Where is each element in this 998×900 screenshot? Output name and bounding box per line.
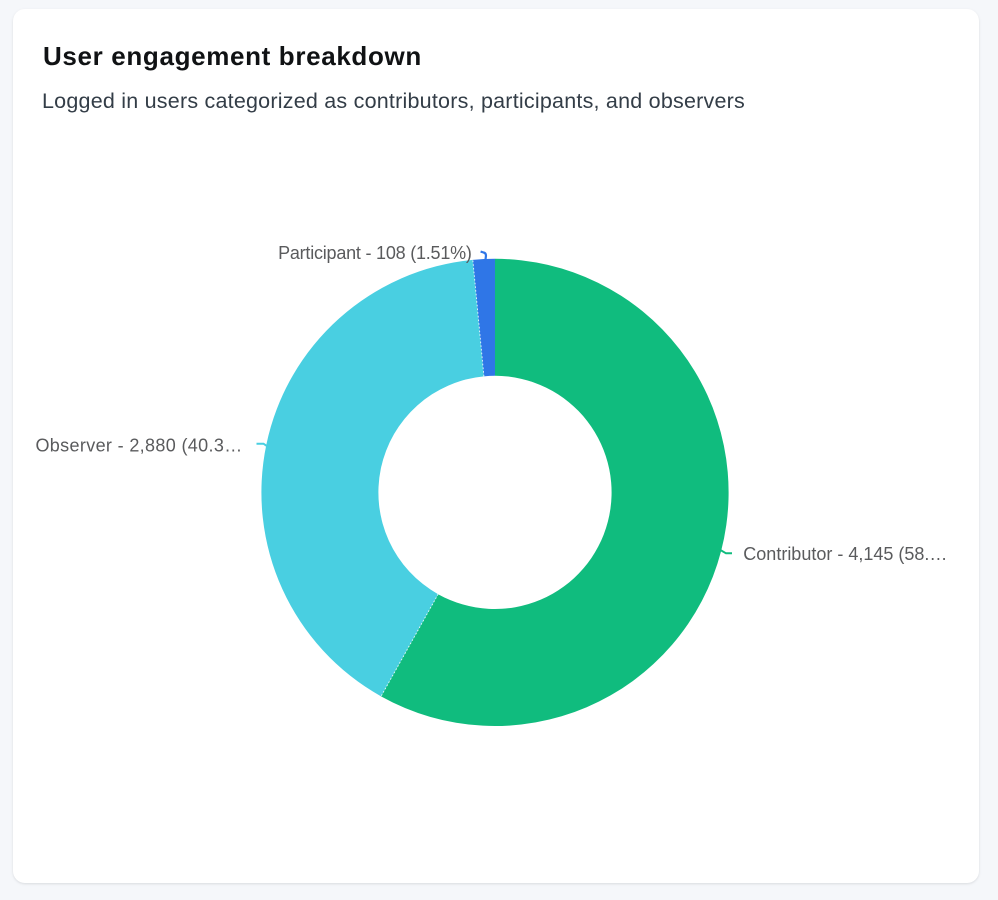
- svg-text:Observer - 2,880 (40.3…: Observer - 2,880 (40.3…: [35, 435, 242, 455]
- svg-text:Participant - 108 (1.51%): Participant - 108 (1.51%): [278, 243, 472, 263]
- svg-text:Contributor - 4,145 (58.…: Contributor - 4,145 (58.…: [743, 544, 947, 564]
